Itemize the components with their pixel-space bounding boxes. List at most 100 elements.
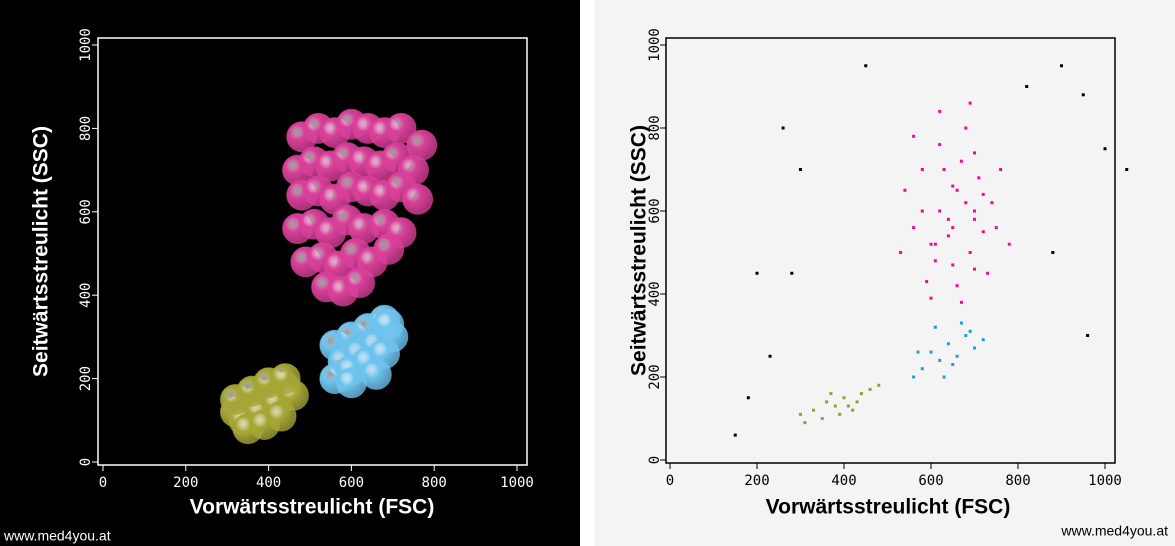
event-dot	[942, 168, 946, 171]
y-axis-title: Seitwärtsstreulicht (SSC)	[30, 126, 53, 377]
event-dot	[1103, 147, 1107, 151]
x-tick-label: 1000	[1088, 473, 1122, 489]
event-dot	[973, 346, 976, 350]
x-tick-label: 800	[422, 475, 447, 491]
x-tick-label: 1000	[500, 475, 534, 491]
cell	[269, 363, 301, 395]
event-dot	[768, 354, 772, 358]
y-tick-label: 400	[647, 281, 663, 306]
event-dot	[990, 201, 994, 205]
y-tick-label: 200	[78, 366, 94, 391]
event-dot	[846, 404, 850, 408]
event-dot	[968, 101, 972, 105]
event-dot	[925, 280, 929, 284]
x-axis-title: Vorwärtsstreulicht (FSC)	[766, 496, 1011, 519]
event-dot	[790, 271, 794, 275]
x-tick-label: 600	[918, 473, 943, 489]
event-dot	[803, 421, 807, 425]
event-dot	[859, 392, 863, 396]
event-dot	[746, 396, 750, 400]
event-dot	[820, 417, 824, 420]
x-tick-label: 0	[666, 473, 674, 489]
event-dot	[868, 387, 872, 391]
event-dot	[855, 400, 859, 404]
y-tick-label: 1000	[647, 28, 663, 62]
event-dot	[933, 325, 937, 329]
event-dot	[959, 300, 963, 304]
plot-frame	[97, 37, 528, 466]
event-dot	[955, 188, 959, 192]
event-dot	[781, 126, 785, 130]
y-tick-label: 800	[78, 116, 94, 141]
event-dot	[964, 201, 968, 205]
y-tick-label: 1000	[78, 28, 94, 62]
event-dot	[981, 338, 985, 342]
x-tick-label: 800	[1005, 473, 1030, 489]
event-dot	[1025, 85, 1029, 88]
event-dot	[973, 151, 976, 155]
event-dot	[933, 242, 937, 246]
event-dot	[973, 209, 976, 213]
event-dot	[1060, 64, 1063, 68]
cell	[373, 233, 405, 265]
event-dot	[959, 159, 963, 163]
y-tick-label: 0	[78, 458, 94, 466]
event-dot	[899, 251, 903, 254]
event-dot	[912, 134, 916, 138]
event-dot	[1051, 251, 1055, 254]
event-dot	[933, 259, 937, 263]
event-dot	[755, 271, 759, 275]
event-dot	[986, 271, 990, 275]
y-tick-label: 0	[647, 456, 663, 464]
event-dot	[955, 354, 959, 358]
event-dot	[825, 400, 829, 404]
event-dot	[946, 342, 950, 346]
cell	[402, 183, 434, 215]
x-tick-label: 600	[339, 475, 364, 491]
footer: www.med4you.at	[3, 528, 111, 544]
event-dot	[829, 392, 833, 396]
y-axis-title: Seitwärtsstreulicht (SSC)	[628, 125, 651, 376]
event-dot	[964, 126, 968, 130]
event-dot	[951, 263, 955, 267]
event-dot	[838, 412, 842, 416]
event-dot	[951, 226, 955, 230]
event-dot	[929, 296, 933, 300]
event-dot	[877, 383, 881, 387]
plot-frame	[665, 37, 1116, 464]
event-dot	[733, 433, 737, 437]
event-dot	[977, 176, 981, 180]
event-dot	[920, 168, 924, 171]
event-dot	[968, 329, 972, 333]
event-dot	[912, 226, 916, 230]
panel-background	[595, 0, 1175, 546]
event-dot	[964, 334, 968, 337]
event-dot	[903, 188, 907, 192]
y-tick-label: 800	[647, 115, 663, 140]
x-tick-label: 200	[173, 475, 198, 491]
event-dot	[920, 209, 924, 213]
event-dot	[1125, 168, 1129, 171]
event-dot	[973, 217, 976, 221]
event-dot	[968, 251, 972, 254]
event-dot	[851, 408, 855, 412]
event-dot	[994, 226, 998, 230]
event-dot	[942, 375, 946, 379]
event-dot	[973, 267, 976, 271]
event-dot	[929, 242, 933, 246]
event-dot	[951, 363, 955, 367]
x-axis-title: Vorwärtsstreulicht (FSC)	[190, 496, 435, 519]
event-dot	[951, 184, 955, 188]
event-dot	[799, 412, 802, 416]
y-tick-label: 400	[78, 283, 94, 308]
event-dot	[955, 284, 959, 288]
event-dot	[946, 217, 950, 221]
x-tick-label: 400	[831, 473, 856, 489]
event-dot	[842, 396, 846, 400]
cell	[360, 358, 392, 390]
event-dot	[938, 109, 942, 113]
event-dot	[981, 192, 985, 196]
y-tick-label: 200	[647, 364, 663, 389]
cell	[344, 267, 376, 299]
